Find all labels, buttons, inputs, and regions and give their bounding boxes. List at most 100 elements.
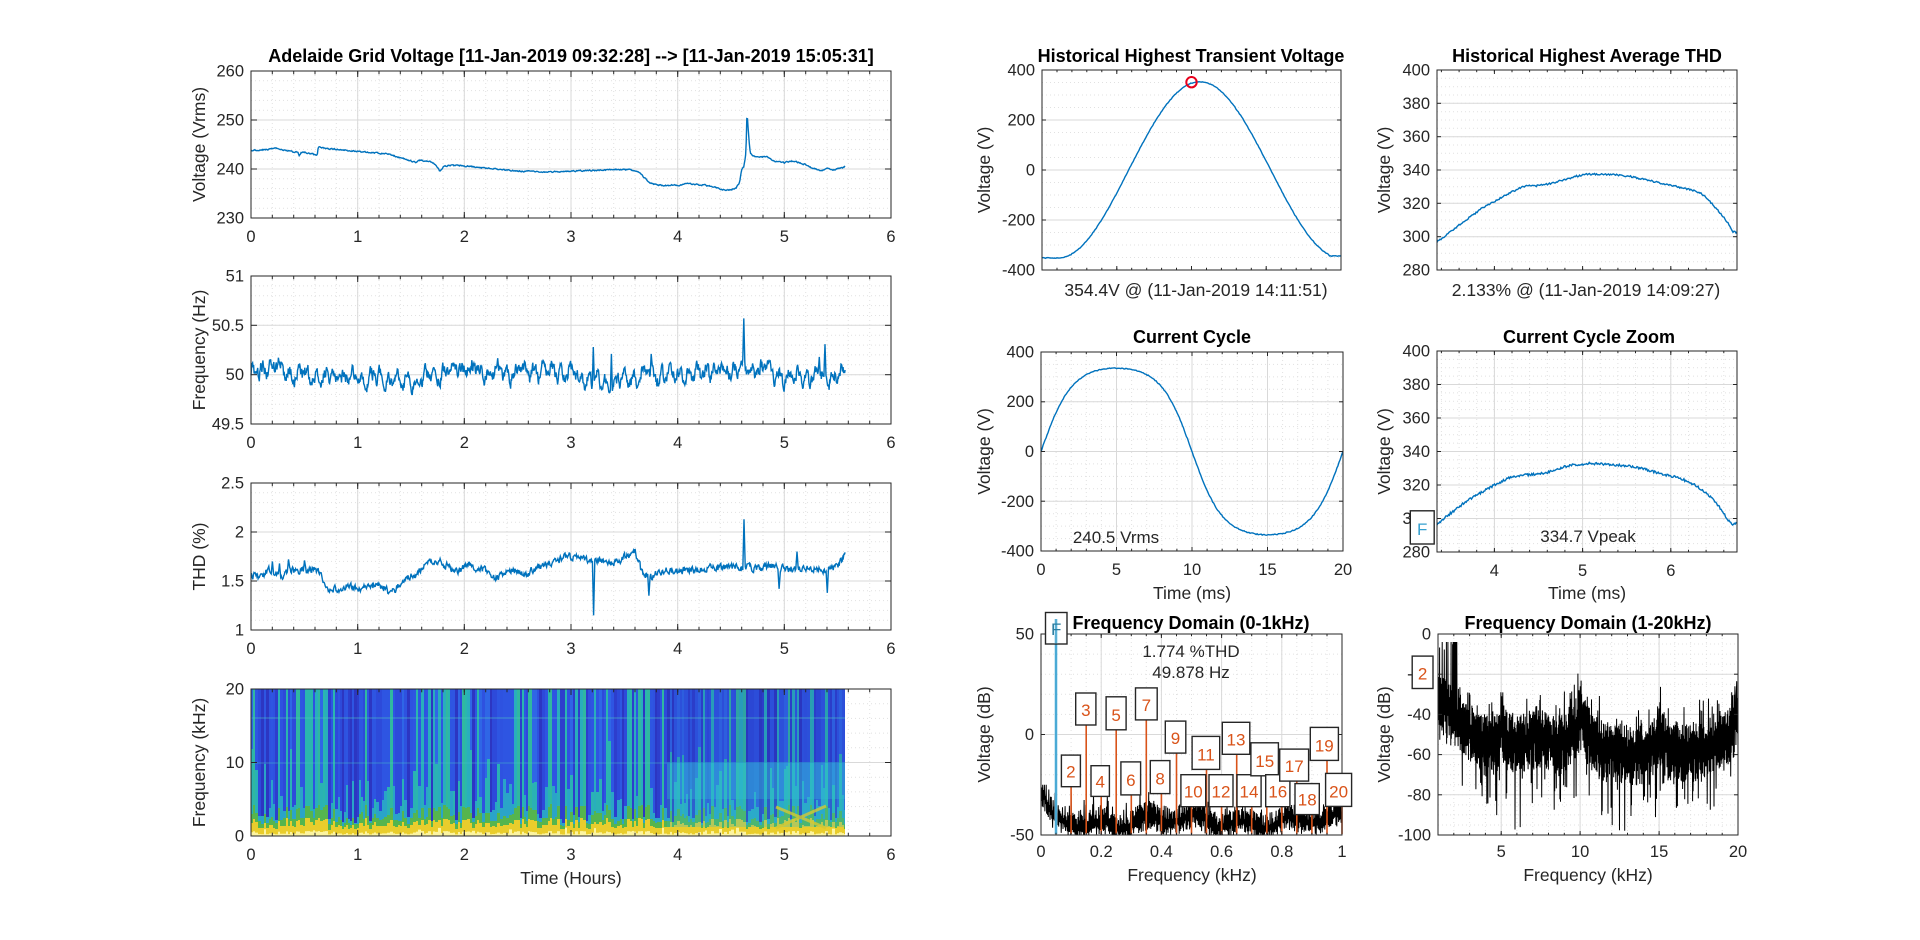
svg-text:-60: -60	[1407, 746, 1431, 764]
svg-text:Voltage (Vrms): Voltage (Vrms)	[189, 87, 209, 202]
svg-text:5: 5	[780, 846, 789, 864]
svg-text:-400: -400	[1001, 543, 1034, 561]
svg-text:400: 400	[1402, 343, 1430, 361]
svg-text:49.5: 49.5	[212, 416, 244, 434]
svg-text:10: 10	[1571, 843, 1589, 861]
svg-text:360: 360	[1402, 128, 1430, 146]
svg-text:400: 400	[1007, 62, 1035, 80]
svg-text:THD (%): THD (%)	[189, 522, 209, 590]
svg-text:400: 400	[1402, 62, 1430, 80]
svg-text:0: 0	[1025, 726, 1034, 744]
svg-text:Voltage (V): Voltage (V)	[974, 127, 994, 214]
svg-text:18: 18	[1298, 791, 1317, 810]
svg-text:-40: -40	[1407, 706, 1431, 724]
svg-text:6: 6	[886, 228, 895, 246]
svg-text:360: 360	[1402, 410, 1430, 428]
svg-text:4: 4	[673, 434, 682, 452]
svg-text:340: 340	[1402, 162, 1430, 180]
svg-text:200: 200	[1006, 393, 1034, 411]
svg-text:Adelaide Grid Voltage [11-Jan-: Adelaide Grid Voltage [11-Jan-2019 09:32…	[268, 46, 873, 66]
svg-text:0.2: 0.2	[1090, 843, 1113, 861]
svg-text:10: 10	[226, 754, 244, 772]
svg-text:20: 20	[1334, 561, 1352, 579]
svg-text:50: 50	[1016, 626, 1034, 644]
svg-text:1: 1	[353, 434, 362, 452]
svg-text:Time (ms): Time (ms)	[1548, 583, 1626, 603]
svg-text:260: 260	[216, 63, 244, 81]
svg-text:4: 4	[1095, 772, 1104, 791]
svg-text:17: 17	[1285, 757, 1304, 776]
svg-text:0.8: 0.8	[1270, 843, 1293, 861]
svg-text:3: 3	[566, 228, 575, 246]
svg-text:Frequency (kHz): Frequency (kHz)	[1127, 865, 1256, 885]
svg-text:2: 2	[1066, 763, 1075, 782]
svg-text:49.878 Hz: 49.878 Hz	[1152, 663, 1230, 682]
svg-text:11: 11	[1197, 745, 1215, 764]
svg-text:5: 5	[1111, 706, 1120, 725]
svg-text:0: 0	[246, 846, 255, 864]
svg-text:240.5 Vrms: 240.5 Vrms	[1073, 528, 1159, 547]
svg-text:Historical Highest Average THD: Historical Highest Average THD	[1452, 46, 1722, 66]
svg-text:1: 1	[1337, 843, 1346, 861]
svg-text:1: 1	[353, 640, 362, 658]
svg-text:354.4V @ (11-Jan-2019 14:11:51: 354.4V @ (11-Jan-2019 14:11:51)	[1064, 280, 1327, 300]
svg-text:320: 320	[1402, 477, 1430, 495]
svg-text:12: 12	[1212, 783, 1231, 802]
svg-text:Frequency (Hz): Frequency (Hz)	[189, 290, 209, 411]
svg-text:15: 15	[1255, 752, 1274, 771]
svg-text:1: 1	[353, 228, 362, 246]
svg-text:2: 2	[460, 434, 469, 452]
svg-text:Current Cycle Zoom: Current Cycle Zoom	[1503, 327, 1675, 347]
svg-text:15: 15	[1650, 843, 1668, 861]
svg-text:0: 0	[246, 640, 255, 658]
svg-text:380: 380	[1402, 376, 1430, 394]
svg-text:1: 1	[235, 622, 244, 640]
svg-text:0: 0	[1026, 162, 1035, 180]
svg-text:Voltage (V): Voltage (V)	[1374, 127, 1394, 214]
svg-text:5: 5	[1578, 562, 1587, 580]
svg-text:0.4: 0.4	[1150, 843, 1173, 861]
svg-text:0: 0	[1025, 443, 1034, 461]
svg-text:340: 340	[1402, 443, 1430, 461]
svg-text:0: 0	[1036, 561, 1045, 579]
svg-text:-200: -200	[1002, 212, 1035, 230]
svg-text:10: 10	[1183, 561, 1201, 579]
svg-text:F: F	[1051, 620, 1061, 639]
svg-text:0: 0	[1036, 843, 1045, 861]
svg-text:Frequency (kHz): Frequency (kHz)	[1523, 865, 1652, 885]
svg-text:Voltage (dB): Voltage (dB)	[1374, 686, 1394, 782]
svg-text:7: 7	[1142, 696, 1151, 715]
svg-text:Voltage (V): Voltage (V)	[1374, 408, 1394, 495]
svg-text:20: 20	[1729, 843, 1747, 861]
svg-text:2.5: 2.5	[221, 475, 244, 493]
svg-text:4: 4	[1490, 562, 1499, 580]
svg-text:Time (ms): Time (ms)	[1153, 583, 1231, 603]
svg-text:2.133% @ (11-Jan-2019 14:09:27: 2.133% @ (11-Jan-2019 14:09:27)	[1452, 280, 1720, 300]
svg-text:1.5: 1.5	[221, 573, 244, 591]
svg-text:3: 3	[566, 434, 575, 452]
svg-text:320: 320	[1402, 195, 1430, 213]
svg-text:Frequency (kHz): Frequency (kHz)	[189, 698, 209, 827]
svg-text:50.5: 50.5	[212, 317, 244, 335]
svg-text:334.7 Vpeak: 334.7 Vpeak	[1540, 527, 1636, 546]
svg-text:230: 230	[216, 210, 244, 228]
svg-text:-200: -200	[1001, 493, 1034, 511]
svg-text:6: 6	[886, 640, 895, 658]
svg-text:Voltage (V): Voltage (V)	[974, 408, 994, 495]
svg-text:400: 400	[1006, 344, 1034, 362]
svg-text:1: 1	[353, 846, 362, 864]
svg-text:3: 3	[566, 846, 575, 864]
svg-text:Frequency Domain (0-1kHz): Frequency Domain (0-1kHz)	[1072, 613, 1309, 633]
svg-text:-50: -50	[1010, 827, 1034, 845]
svg-text:240: 240	[216, 161, 244, 179]
svg-text:Current Cycle: Current Cycle	[1133, 327, 1251, 347]
svg-text:2: 2	[460, 640, 469, 658]
svg-text:0: 0	[1422, 626, 1431, 644]
svg-text:6: 6	[1126, 771, 1135, 790]
svg-text:2: 2	[460, 846, 469, 864]
svg-text:4: 4	[673, 228, 682, 246]
svg-text:300: 300	[1402, 228, 1430, 246]
svg-text:0: 0	[235, 828, 244, 846]
svg-text:-400: -400	[1002, 262, 1035, 280]
svg-text:6: 6	[886, 846, 895, 864]
